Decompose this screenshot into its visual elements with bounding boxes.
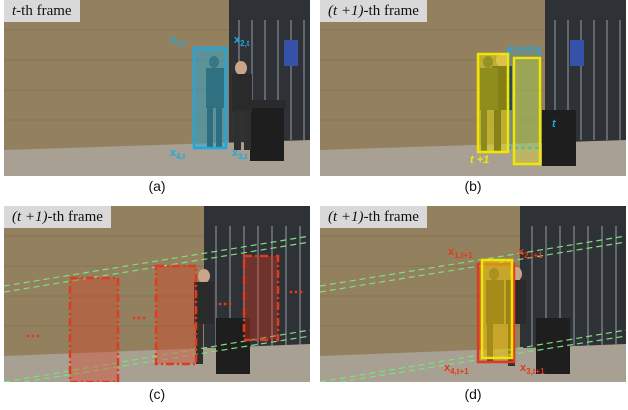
caption-d: (d)	[464, 386, 482, 402]
frame-title-rest: -th frame	[47, 209, 103, 225]
corner-label-4: x4,t	[170, 147, 186, 162]
corner-label-4: x4,t+1	[444, 362, 469, 377]
tracked-pedestrian-head	[209, 56, 219, 68]
pedestrian-right-head	[235, 61, 247, 75]
frame-title-var: (t +1)	[328, 3, 364, 19]
corner-label-2: x2,t+1	[518, 246, 543, 261]
caption-c: (c)	[148, 386, 166, 402]
panel-a: t-th frame x1,t x2,t x4,t x3,t	[4, 0, 310, 176]
selected-candidate-box	[476, 262, 516, 364]
trash-bin	[542, 110, 576, 166]
ellipsis-marks	[26, 290, 303, 338]
street-scene-d	[320, 206, 626, 382]
frame-title-rest: -th frame	[16, 3, 72, 19]
candidate-box-1	[68, 276, 120, 382]
trash-bin	[250, 105, 284, 161]
frame-title-c: (t +1)-th frame	[4, 206, 111, 228]
panel-b: (t +1)-th frame t t +1	[320, 0, 626, 176]
current-bounding-box	[480, 258, 514, 360]
current-bounding-box-right	[512, 56, 542, 166]
street-scene-c	[4, 206, 310, 382]
frame-title-rest: -th frame	[363, 209, 419, 225]
caption-b: (b)	[464, 178, 482, 194]
frame-title-var: (t +1)	[328, 209, 364, 225]
panel-c: (t +1)-th frame	[4, 206, 310, 382]
street-scene-a	[4, 0, 310, 176]
current-box-label: t +1	[470, 154, 490, 166]
street-scene-b	[320, 0, 626, 176]
corner-label-1: x1,t	[170, 34, 186, 49]
corner-label-1: x1,t+1	[448, 246, 473, 261]
previous-box-label: t	[552, 118, 556, 130]
pedestrian-right	[232, 74, 252, 112]
corner-label-3: x3,t	[232, 147, 248, 162]
pedestrian-right	[194, 282, 214, 324]
frame-title-a: t-th frame	[4, 0, 80, 22]
tracked-pedestrian	[486, 280, 504, 324]
current-bounding-box-left	[476, 52, 510, 154]
previous-bounding-box	[192, 46, 228, 150]
trash-bin	[536, 318, 570, 374]
tracked-pedestrian	[480, 68, 498, 110]
frame-title-d: (t +1)-th frame	[320, 206, 427, 228]
frame-title-b: (t +1)-th frame	[320, 0, 427, 22]
corner-label-2: x2,t	[234, 34, 250, 49]
candidate-box-3	[242, 254, 280, 342]
frame-title-var: t	[12, 3, 17, 19]
tracked-pedestrian	[206, 68, 224, 108]
candidate-box-2	[154, 264, 198, 366]
corner-label-3: x3,t+1	[520, 362, 545, 377]
frame-title-rest: -th frame	[363, 3, 419, 19]
frame-title-var: (t +1)	[12, 209, 48, 225]
panel-d: (t +1)-th frame x1,t+1 x2,t+1 x4,t+1 x3,…	[320, 206, 626, 382]
caption-a: (a)	[148, 178, 166, 194]
